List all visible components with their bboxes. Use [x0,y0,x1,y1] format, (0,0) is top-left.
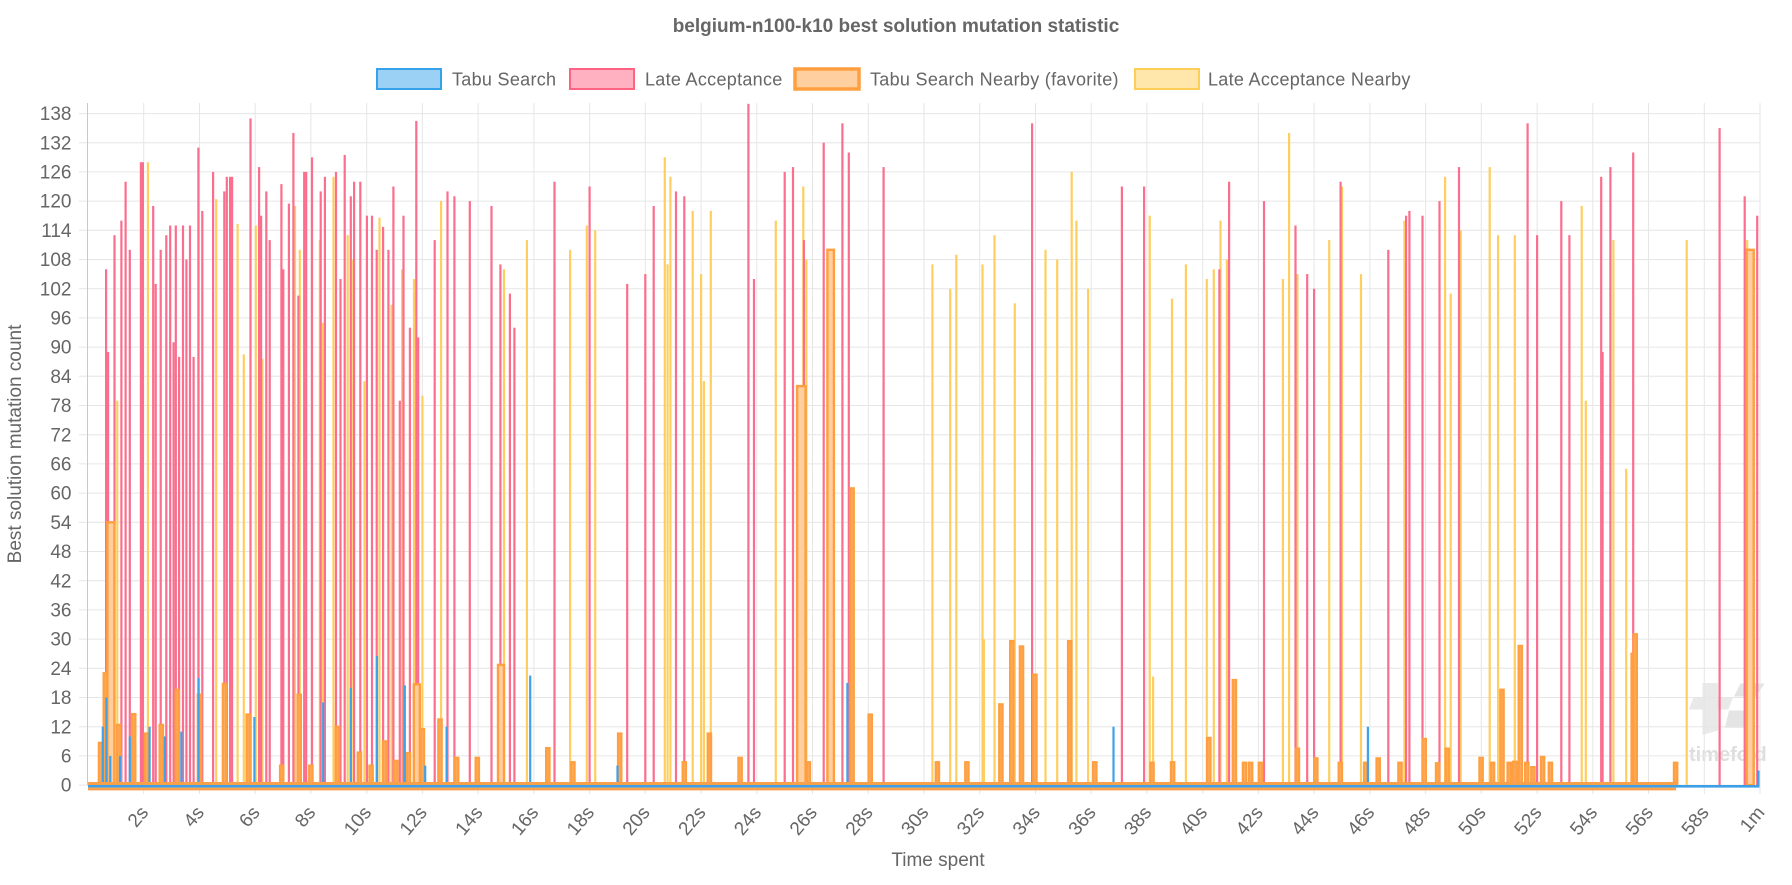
svg-text:0: 0 [61,776,72,797]
svg-text:Late Acceptance Nearby: Late Acceptance Nearby [1208,70,1411,90]
svg-text:84: 84 [50,367,72,388]
svg-text:102: 102 [40,279,72,300]
svg-text:Time spent: Time spent [891,850,985,871]
svg-text:114: 114 [41,221,72,242]
svg-text:90: 90 [50,338,71,359]
svg-text:Best solution mutation count: Best solution mutation count [5,324,26,563]
svg-text:120: 120 [40,192,72,213]
svg-text:66: 66 [50,455,71,476]
svg-text:78: 78 [50,396,71,417]
svg-text:72: 72 [50,425,71,446]
svg-text:Late Acceptance: Late Acceptance [645,70,783,90]
svg-text:Tabu Search: Tabu Search [452,70,556,90]
svg-text:36: 36 [50,601,71,622]
svg-text:timefold: timefold [1689,744,1767,766]
svg-text:18: 18 [50,688,71,709]
svg-text:6: 6 [61,747,72,768]
svg-text:42: 42 [50,571,71,592]
svg-text:96: 96 [50,309,71,330]
svg-text:108: 108 [40,250,72,271]
svg-text:54: 54 [50,513,72,534]
svg-text:60: 60 [50,484,71,505]
svg-text:48: 48 [50,542,71,563]
svg-text:30: 30 [50,630,71,651]
svg-text:12: 12 [50,717,71,738]
svg-text:Tabu Search Nearby (favorite): Tabu Search Nearby (favorite) [870,70,1119,90]
svg-text:belgium-n100-k10 best solution: belgium-n100-k10 best solution mutation … [673,16,1120,37]
svg-text:126: 126 [40,163,72,184]
svg-text:138: 138 [40,104,72,125]
svg-text:132: 132 [40,133,72,154]
svg-text:24: 24 [50,659,72,680]
